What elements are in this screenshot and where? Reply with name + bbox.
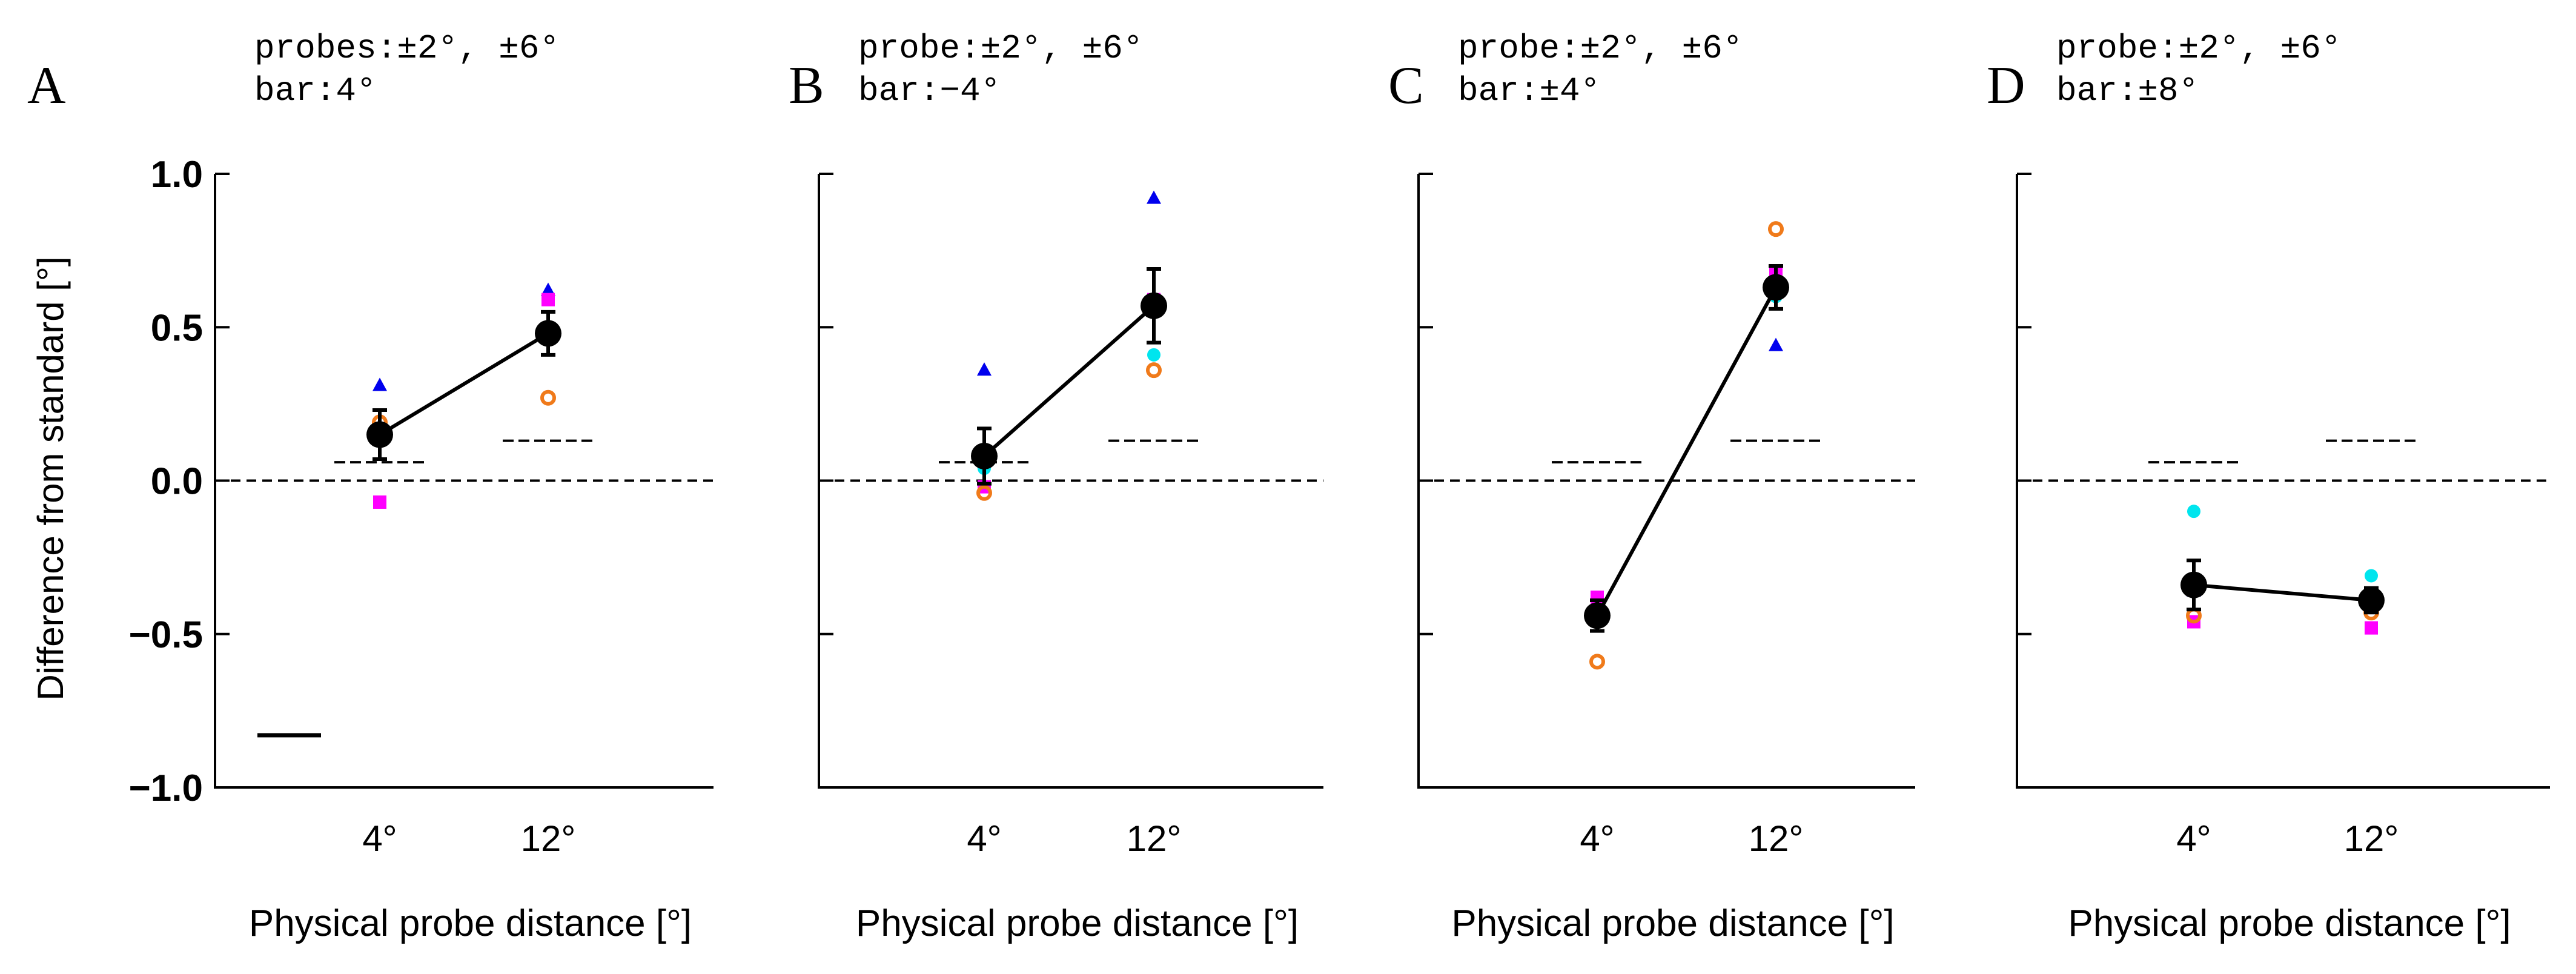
mean-marker	[366, 421, 393, 448]
panel-annotation: bar:−4°	[858, 71, 1001, 110]
x-tick-label: 4°	[362, 818, 397, 859]
data-point-cyan-circle	[2187, 505, 2200, 518]
panel-annotation: probe:±2°, ±6°	[2056, 29, 2341, 68]
data-point-orange-circle	[976, 485, 992, 501]
data-point-blue-triangle	[1769, 337, 1783, 351]
y-tick-label: 0.5	[151, 307, 203, 349]
data-point-blue-triangle	[1147, 190, 1161, 204]
x-axis-label: Physical probe distance [°]	[249, 903, 692, 944]
y-axis-label: Difference from standard [°]	[30, 256, 71, 700]
panel-letter: A	[27, 56, 66, 115]
mean-marker	[971, 442, 998, 469]
mean-marker	[1584, 602, 1611, 629]
y-tick-label: 1.0	[151, 154, 203, 196]
panel-annotation: probes:±2°, ±6°	[254, 29, 560, 68]
y-tick-label: 0.0	[151, 461, 203, 503]
panel-letter: B	[789, 56, 824, 115]
data-point-blue-triangle	[977, 362, 992, 376]
x-axis-label: Physical probe distance [°]	[2068, 903, 2511, 944]
panel-annotation: probe:±2°, ±6°	[858, 29, 1143, 68]
panel-annotation: probe:±2°, ±6°	[1458, 29, 1743, 68]
data-point-orange-circle	[1146, 362, 1162, 379]
x-tick-label: 4°	[2176, 818, 2211, 859]
x-axis-label: Physical probe distance [°]	[856, 903, 1299, 944]
mean-line	[983, 304, 1155, 458]
mean-marker	[2180, 571, 2207, 598]
panel-annotation: bar:4°	[254, 71, 377, 110]
data-point-cyan-circle	[1147, 348, 1161, 362]
mean-marker	[1141, 292, 1167, 319]
data-point-orange-circle	[1768, 221, 1784, 237]
mean-marker	[2358, 587, 2385, 614]
x-tick-label: 12°	[2344, 818, 2399, 859]
mean-marker	[535, 320, 561, 347]
y-tick-label: −1.0	[129, 767, 203, 809]
mean-line	[1595, 286, 1778, 617]
panel-letter: C	[1388, 56, 1424, 115]
data-point-magenta-square	[2365, 621, 2378, 635]
x-tick-label: 12°	[1749, 818, 1804, 859]
data-point-blue-triangle	[541, 282, 555, 296]
data-point-cyan-circle	[2365, 569, 2378, 583]
mean-line	[2193, 583, 2372, 603]
x-tick-label: 12°	[1127, 818, 1182, 859]
x-tick-label: 12°	[521, 818, 576, 859]
x-tick-label: 4°	[1580, 818, 1614, 859]
panel-letter: D	[1987, 56, 2025, 115]
data-point-magenta-square	[541, 293, 555, 306]
x-axis-label: Physical probe distance [°]	[1451, 903, 1894, 944]
data-point-orange-circle	[1589, 654, 1605, 670]
data-point-blue-triangle	[372, 377, 387, 391]
mean-line	[379, 331, 549, 437]
mean-marker	[1763, 274, 1789, 301]
panel-annotation: bar:±4°	[1458, 71, 1600, 110]
data-point-orange-circle	[540, 389, 556, 406]
x-tick-label: 4°	[967, 818, 1001, 859]
y-tick-label: −0.5	[129, 614, 203, 656]
data-point-magenta-square	[373, 495, 386, 509]
panel-annotation: bar:±8°	[2056, 71, 2199, 110]
